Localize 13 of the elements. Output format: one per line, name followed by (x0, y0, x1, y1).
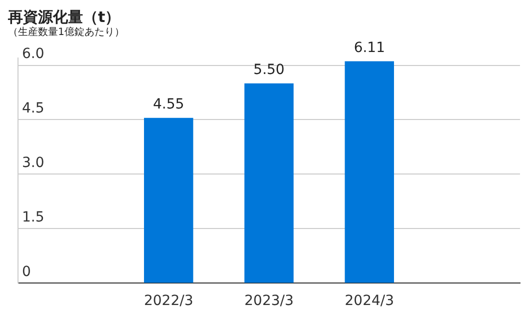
y-tick-label: 6.0 (22, 46, 44, 62)
y-tick-label: 1.5 (22, 209, 44, 226)
data-label: 4.55 (153, 96, 184, 113)
chart-title: 再資源化量（t） (8, 8, 122, 26)
data-label: 5.50 (253, 62, 285, 78)
chart-subtitle: （生産数量1億錠あたり） (8, 26, 126, 40)
y-tick-label: 0 (22, 264, 31, 280)
x-tick-label: 2024/3 (344, 293, 394, 310)
data-label: 6.11 (354, 40, 385, 56)
y-tick-label: 3.0 (22, 154, 44, 171)
y-tick-label: 4.5 (22, 100, 44, 116)
x-tick-label: 2022/3 (144, 293, 194, 310)
x-tick-label: 2023/3 (244, 293, 294, 310)
